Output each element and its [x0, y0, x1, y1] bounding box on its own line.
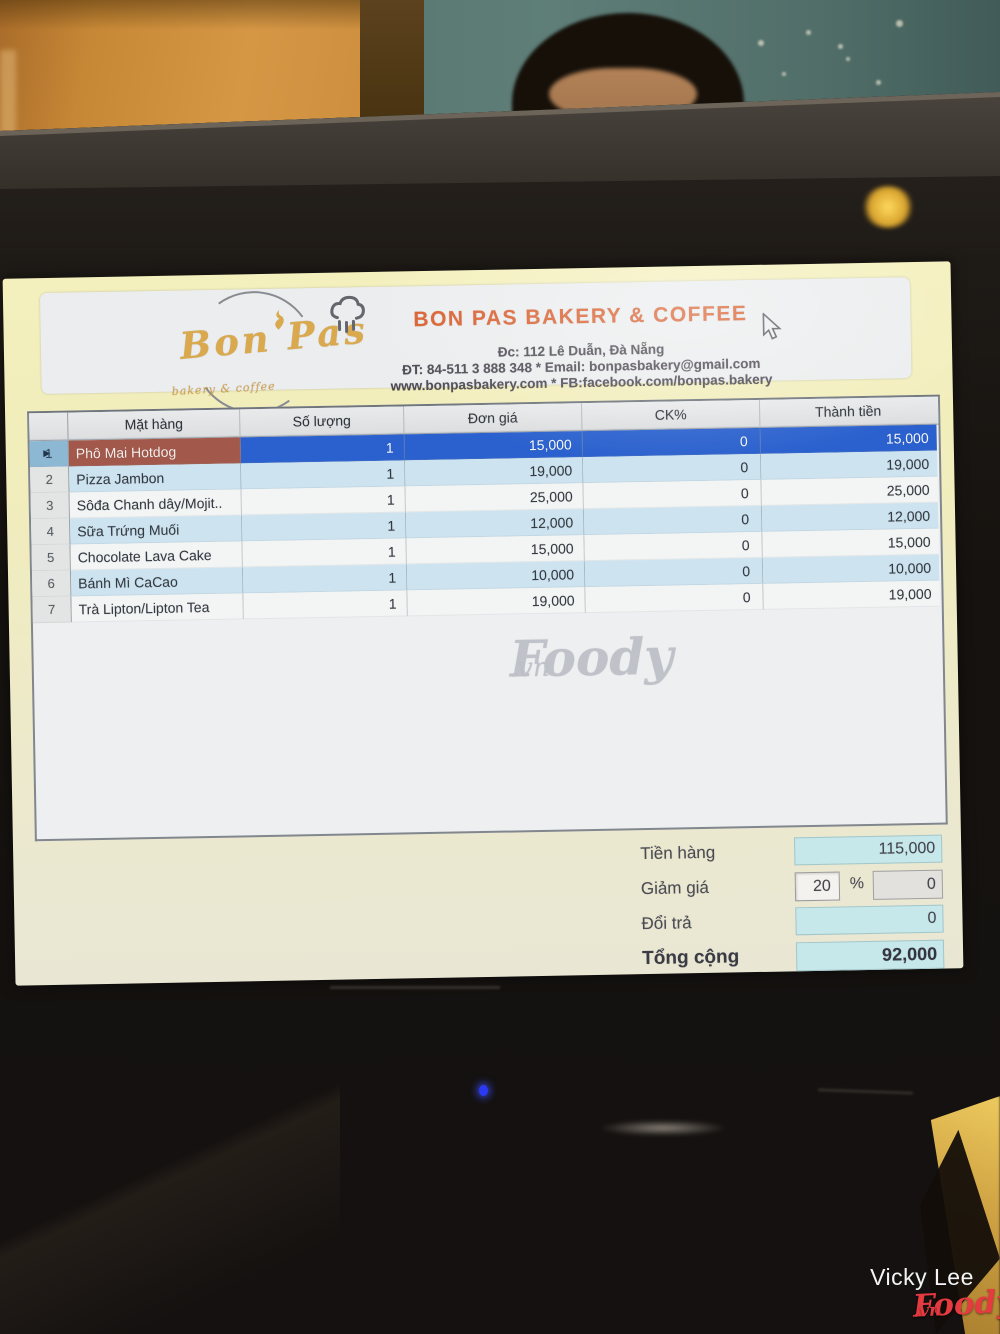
cell-total: 10,000 — [762, 554, 940, 584]
cell-item-name: Trà Lipton/Lipton Tea — [71, 593, 244, 623]
discount-percent-input[interactable]: 20 — [794, 871, 841, 902]
cell-item-name: Sữa Trứng Muối — [70, 515, 243, 545]
monitor-stand-edge — [0, 1060, 340, 1334]
cell-total: 25,000 — [761, 476, 938, 506]
row-number-cell: ▶ 1 — [29, 440, 70, 468]
cell-qty: 1 — [241, 512, 407, 542]
cell-qty: 1 — [242, 538, 407, 568]
cell-discount: 0 — [583, 505, 763, 536]
column-header-qty: Số lượng — [240, 406, 405, 437]
cell-discount: 0 — [583, 479, 762, 510]
foody-watermark-suffix: .vn — [509, 652, 550, 684]
cell-qty: 1 — [242, 564, 408, 594]
cell-total: 19,000 — [763, 580, 940, 610]
bokeh-light — [758, 40, 764, 46]
cell-qty: 1 — [241, 486, 406, 516]
cell-item-name: Chocolate Lava Cake — [70, 541, 243, 571]
cell-qty: 1 — [241, 460, 406, 490]
mouse-cursor-icon — [762, 312, 782, 340]
subtotal-label: Tiền hàng — [640, 842, 716, 864]
cell-unit-price: 19,000 — [407, 587, 586, 617]
column-header-item: Mặt hàng — [68, 409, 241, 440]
grand-total-label: Tổng cộng — [641, 946, 740, 970]
bokeh-light — [846, 57, 850, 61]
photo-author-watermark: Vicky Lee — [870, 1264, 974, 1290]
foody-logo-watermark: Foody .vn — [851, 1283, 1000, 1328]
cell-item-name: Pizza Jambon — [69, 463, 242, 493]
pos-screen: Bon Pas bakery & coffee BON PAS BAKERY &… — [2, 261, 964, 986]
cell-unit-price: 15,000 — [406, 535, 585, 565]
light-glare — [862, 186, 914, 228]
cell-total: 15,000 — [760, 424, 937, 454]
reflection-streak — [598, 1120, 728, 1136]
receipt-header-card: Bon Pas bakery & coffee BON PAS BAKERY &… — [39, 277, 912, 422]
cell-discount: 0 — [584, 557, 764, 588]
row-number-cell: 6 — [31, 570, 72, 598]
row-number-cell: 7 — [32, 596, 72, 624]
cell-total: 15,000 — [762, 528, 939, 558]
cell-unit-price: 25,000 — [405, 483, 584, 513]
cell-discount: 0 — [584, 531, 763, 562]
cell-unit-price: 19,000 — [404, 457, 584, 487]
column-header-total: Thành tiền — [759, 396, 937, 427]
cell-total: 12,000 — [761, 502, 939, 532]
row-number-cell: 5 — [31, 544, 71, 572]
discount-amount-field: 0 — [872, 869, 944, 900]
cell-discount: 0 — [582, 453, 762, 484]
row-number-cell: 2 — [30, 466, 70, 494]
wood-panel-shadow — [0, 0, 366, 30]
cell-unit-price: 12,000 — [405, 509, 585, 539]
cell-qty: 1 — [243, 590, 408, 620]
cell-item-name: Phô Mai Hotdog — [68, 437, 242, 467]
foody-watermark: Foody .vn — [319, 625, 740, 692]
row-number-cell: 3 — [30, 492, 71, 520]
cupcake-icon — [330, 295, 365, 333]
flame-swirl-icon — [275, 309, 284, 330]
bokeh-light — [782, 72, 786, 76]
exchange-label: Đổi trả — [641, 913, 692, 934]
header-text-block: BON PAS BAKERY & COFFEE Đc: 112 Lê Duẫn,… — [290, 278, 872, 394]
subtotal-field: 115,000 — [793, 834, 943, 866]
grand-total-field: 92,000 — [795, 939, 945, 972]
bezel-scratch — [330, 986, 500, 989]
cell-discount: 0 — [585, 583, 764, 614]
exchange-field: 0 — [795, 904, 944, 936]
cell-unit-price: 15,000 — [404, 431, 583, 461]
bokeh-light — [896, 20, 903, 27]
bokeh-light — [876, 80, 881, 85]
percent-sign: % — [849, 875, 865, 893]
column-header-unit-price: Đơn giá — [404, 403, 583, 434]
bokeh-light — [838, 44, 843, 49]
wood-panel-highlight — [0, 50, 16, 140]
column-header-discount: CK% — [581, 399, 761, 431]
bokeh-light — [806, 30, 811, 35]
cell-unit-price: 10,000 — [406, 561, 586, 591]
discount-label: Giảm giá — [640, 877, 710, 899]
row-number-header — [29, 412, 69, 441]
power-led — [479, 1085, 488, 1096]
cell-discount: 0 — [582, 427, 761, 458]
order-table: Mặt hàng Số lượng Đơn giá CK% Thành tiền… — [27, 394, 948, 842]
cell-total: 19,000 — [760, 450, 938, 480]
cell-item-name: Bánh Mì CaCao — [70, 567, 244, 597]
foody-logo-suffix: .vn — [912, 1300, 942, 1322]
cell-qty: 1 — [240, 434, 405, 464]
cell-item-name: Sôđa Chanh dây/Mojit.. — [69, 489, 242, 519]
row-number-cell: 4 — [31, 518, 71, 546]
